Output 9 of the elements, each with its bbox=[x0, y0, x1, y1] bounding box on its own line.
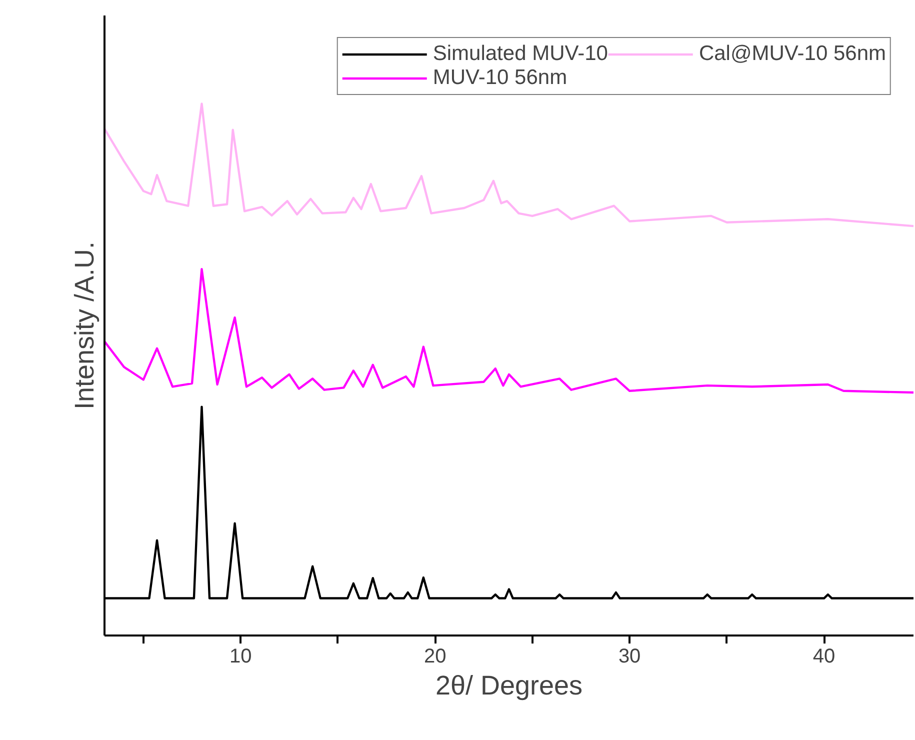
y-axis-title: Intensity /A.U. bbox=[70, 241, 100, 410]
x-tick-label: 30 bbox=[618, 646, 641, 668]
x-tick-label: 20 bbox=[424, 646, 446, 668]
legend-label: Cal@MUV-10 56nm bbox=[698, 42, 886, 66]
x-axis-title: 2θ/ Degrees bbox=[435, 670, 583, 700]
x-tick-label: 10 bbox=[230, 646, 252, 668]
legend-label: Simulated MUV-10 bbox=[432, 42, 608, 66]
x-tick-label: 40 bbox=[812, 646, 836, 668]
legend-label: MUV-10 56nm bbox=[432, 66, 568, 90]
